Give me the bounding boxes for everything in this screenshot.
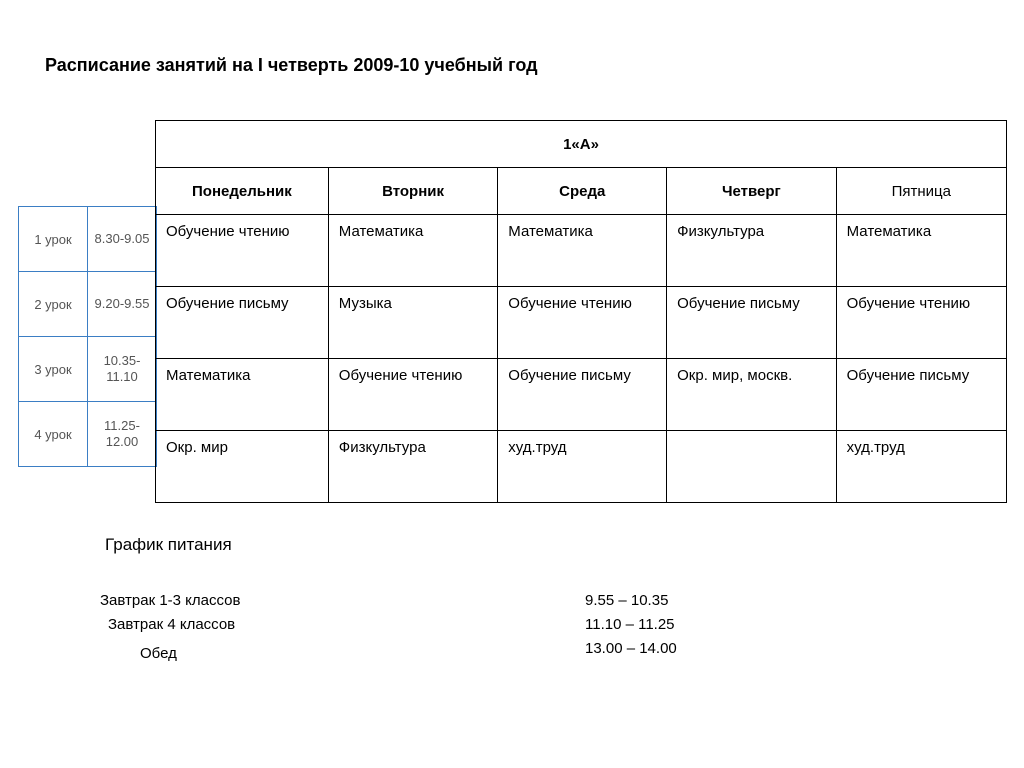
time-cell: 9.20-9.55 bbox=[88, 272, 157, 337]
meal-label: Завтрак 4 классов bbox=[108, 616, 235, 633]
time-cell: 8.30-9.05 bbox=[88, 207, 157, 272]
schedule-cell: Окр. мир bbox=[156, 431, 329, 503]
day-header-tue: Вторник bbox=[328, 168, 498, 215]
day-header-thu: Четверг bbox=[667, 168, 837, 215]
schedule-table: 1«А» Понедельник Вторник Среда Четверг П… bbox=[155, 120, 1007, 503]
table-row: Обучение письму Музыка Обучение чтению О… bbox=[156, 287, 1007, 359]
schedule-cell: Музыка bbox=[328, 287, 498, 359]
table-row: 4 урок 11.25-12.00 bbox=[19, 402, 157, 467]
lesson-cell: 2 урок bbox=[19, 272, 88, 337]
table-row: Обучение чтению Математика Математика Фи… bbox=[156, 215, 1007, 287]
schedule-cell: Физкультура bbox=[328, 431, 498, 503]
schedule-cell: худ.труд bbox=[498, 431, 667, 503]
meal-label: Завтрак 1-3 классов bbox=[100, 592, 240, 609]
table-row: Математика Обучение чтению Обучение пись… bbox=[156, 359, 1007, 431]
lesson-cell: 3 урок bbox=[19, 337, 88, 402]
day-header-fri: Пятница bbox=[836, 168, 1006, 215]
class-header: 1«А» bbox=[156, 121, 1007, 168]
schedule-cell: Математика bbox=[328, 215, 498, 287]
table-row: 1 урок 8.30-9.05 bbox=[19, 207, 157, 272]
table-row: 3 урок 10.35-11.10 bbox=[19, 337, 157, 402]
schedule-cell bbox=[667, 431, 837, 503]
schedule-cell: Обучение чтению bbox=[156, 215, 329, 287]
schedule-cell: Обучение письму bbox=[498, 359, 667, 431]
meal-time: 9.55 – 10.35 bbox=[585, 592, 668, 609]
schedule-cell: Физкультура bbox=[667, 215, 837, 287]
day-header-mon: Понедельник bbox=[156, 168, 329, 215]
schedule-cell: худ.труд bbox=[836, 431, 1006, 503]
schedule-cell: Обучение чтению bbox=[498, 287, 667, 359]
schedule-cell: Математика bbox=[498, 215, 667, 287]
lesson-cell: 4 урок bbox=[19, 402, 88, 467]
meal-label: Обед bbox=[140, 645, 177, 662]
time-cell: 11.25-12.00 bbox=[88, 402, 157, 467]
meal-time: 11.10 – 11.25 bbox=[585, 616, 675, 633]
table-row: 2 урок 9.20-9.55 bbox=[19, 272, 157, 337]
schedule-cell: Обучение чтению bbox=[836, 287, 1006, 359]
day-header-wed: Среда bbox=[498, 168, 667, 215]
schedule-cell: Обучение письму bbox=[667, 287, 837, 359]
table-row: 1«А» bbox=[156, 121, 1007, 168]
schedule-cell: Математика bbox=[156, 359, 329, 431]
meal-time: 13.00 – 14.00 bbox=[585, 640, 677, 657]
table-row: Окр. мир Физкультура худ.труд худ.труд bbox=[156, 431, 1007, 503]
lesson-time-table: 1 урок 8.30-9.05 2 урок 9.20-9.55 3 урок… bbox=[18, 206, 157, 467]
lesson-cell: 1 урок bbox=[19, 207, 88, 272]
schedule-cell: Обучение письму bbox=[836, 359, 1006, 431]
page-title: Расписание занятий на I четверть 2009-10… bbox=[45, 55, 538, 76]
schedule-cell: Математика bbox=[836, 215, 1006, 287]
schedule-cell: Обучение письму bbox=[156, 287, 329, 359]
table-row: Понедельник Вторник Среда Четверг Пятниц… bbox=[156, 168, 1007, 215]
schedule-cell: Окр. мир, москв. bbox=[667, 359, 837, 431]
time-cell: 10.35-11.10 bbox=[88, 337, 157, 402]
schedule-cell: Обучение чтению bbox=[328, 359, 498, 431]
meal-schedule-title: График питания bbox=[105, 535, 232, 555]
